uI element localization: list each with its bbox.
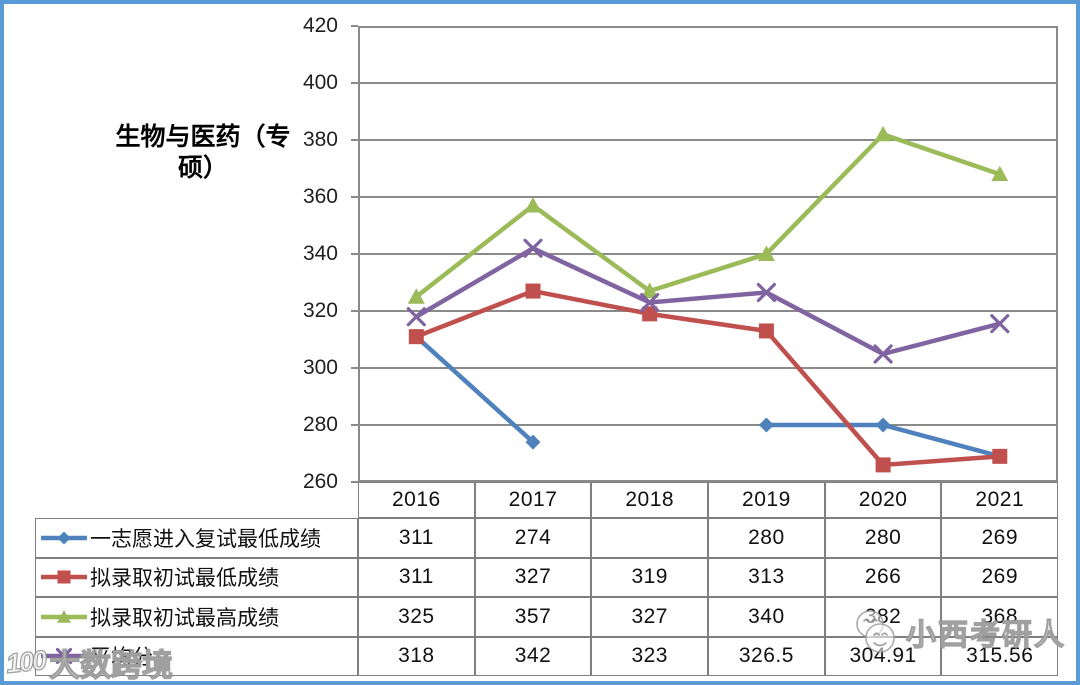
value-cell: 315.56: [941, 636, 1059, 676]
square-marker: [992, 448, 1008, 464]
y-tick-label: 360: [302, 185, 338, 208]
value-cell: 304.91: [824, 636, 942, 676]
y-axis-tick-labels: 420 400 380 360 340 320 300 280 260: [238, 4, 338, 504]
plot-border: [358, 26, 1058, 482]
y-tick-label: 260: [302, 470, 338, 493]
series-square: [408, 283, 1008, 473]
legend-cell: 平均分: [35, 636, 358, 676]
year-header-cell: 2016: [358, 482, 475, 518]
plot-area: [351, 25, 1058, 483]
y-tick-label: 420: [302, 14, 338, 37]
square-marker: [642, 306, 658, 322]
value-cell: [591, 518, 709, 558]
x-marker: [990, 314, 1010, 334]
diamond-marker: [57, 531, 71, 545]
square-marker: [875, 457, 891, 473]
value-cell: 323: [591, 636, 709, 676]
y-tick-label: 400: [302, 71, 338, 94]
value-cell: 342: [474, 636, 592, 676]
series-diamond: [408, 329, 1008, 464]
square-marker: [408, 329, 424, 345]
value-cell: 319: [591, 557, 709, 597]
x-marker: [523, 238, 543, 258]
y-tick-label: 320: [302, 299, 338, 322]
value-cell: 311: [358, 518, 475, 558]
y-tick-label: 280: [302, 413, 338, 436]
value-cell: 382: [824, 597, 942, 637]
value-cell: 340: [708, 597, 825, 637]
legend-key-triangle: [41, 609, 87, 623]
triangle-marker: [757, 245, 775, 261]
triangle-marker: [641, 282, 659, 299]
x-marker: [756, 282, 776, 303]
value-cell: 266: [824, 557, 942, 597]
y-tick-label: 300: [302, 356, 338, 379]
legend-cell: 拟录取初试最高成绩: [35, 597, 358, 637]
chart-title: 生物与医药（专硕）: [115, 124, 291, 182]
legend-key-square: [41, 570, 87, 584]
x-marker: [873, 344, 893, 364]
legend-label: 拟录取初试最高成绩: [90, 606, 279, 630]
y-tick-label: 380: [302, 128, 338, 151]
value-cell: 269: [941, 518, 1059, 558]
diamond-marker: [875, 417, 891, 433]
legend-cell: 拟录取初试最低成绩: [35, 557, 358, 597]
legend-label: 平均分: [90, 646, 153, 670]
series-x: [406, 238, 1010, 364]
series-line: [414, 131, 1001, 299]
series-line: [414, 334, 535, 444]
y-tick-label: 340: [302, 242, 338, 265]
value-cell: 318: [358, 636, 475, 676]
legend-key-diamond: [41, 531, 87, 545]
legend-cell: 一志愿进入复试最低成绩: [35, 518, 358, 558]
year-header-cell: 2018: [591, 482, 709, 518]
year-header-cell: 2017: [474, 482, 592, 518]
year-header-cell: 2021: [941, 482, 1059, 518]
value-cell: 313: [708, 557, 825, 597]
diamond-marker: [758, 417, 774, 433]
triangle-marker: [524, 197, 542, 213]
x-marker: [640, 292, 660, 313]
value-cell: 368: [941, 597, 1059, 637]
table-corner-blank: [35, 482, 358, 518]
value-cell: 326.5: [708, 636, 825, 676]
series-line: [415, 288, 1000, 468]
year-header-cell: 2019: [708, 482, 825, 518]
series-triangle: [407, 125, 1009, 304]
chart-data-table: 2016 2017 2018 2019 2020 2021 一志愿进入复试最低成绩 311 27…: [35, 482, 1059, 676]
square-marker: [758, 323, 774, 339]
x-marker: [406, 307, 426, 327]
value-cell: 311: [358, 557, 475, 597]
value-cell: 327: [591, 597, 709, 637]
value-cell: 325: [358, 597, 475, 637]
triangle-marker: [991, 165, 1009, 182]
value-cell: 274: [474, 518, 592, 558]
value-cell: 280: [708, 518, 825, 558]
value-cell: 327: [474, 557, 592, 597]
triangle-marker: [874, 125, 892, 142]
diamond-marker: [525, 434, 541, 450]
value-cell: 269: [941, 557, 1059, 597]
square-marker: [525, 283, 541, 299]
legend-label: 拟录取初试最低成绩: [90, 567, 279, 591]
legend-label: 一志愿进入复试最低成绩: [90, 527, 321, 551]
legend-key-x: [41, 648, 87, 665]
square-marker: [57, 570, 71, 584]
series-line: [415, 245, 1001, 357]
triangle-marker: [57, 609, 71, 623]
value-cell: 280: [824, 518, 942, 558]
triangle-marker: [407, 288, 425, 304]
x-marker: [55, 648, 73, 665]
value-cell: 357: [474, 597, 592, 637]
year-header-cell: 2020: [824, 482, 942, 518]
